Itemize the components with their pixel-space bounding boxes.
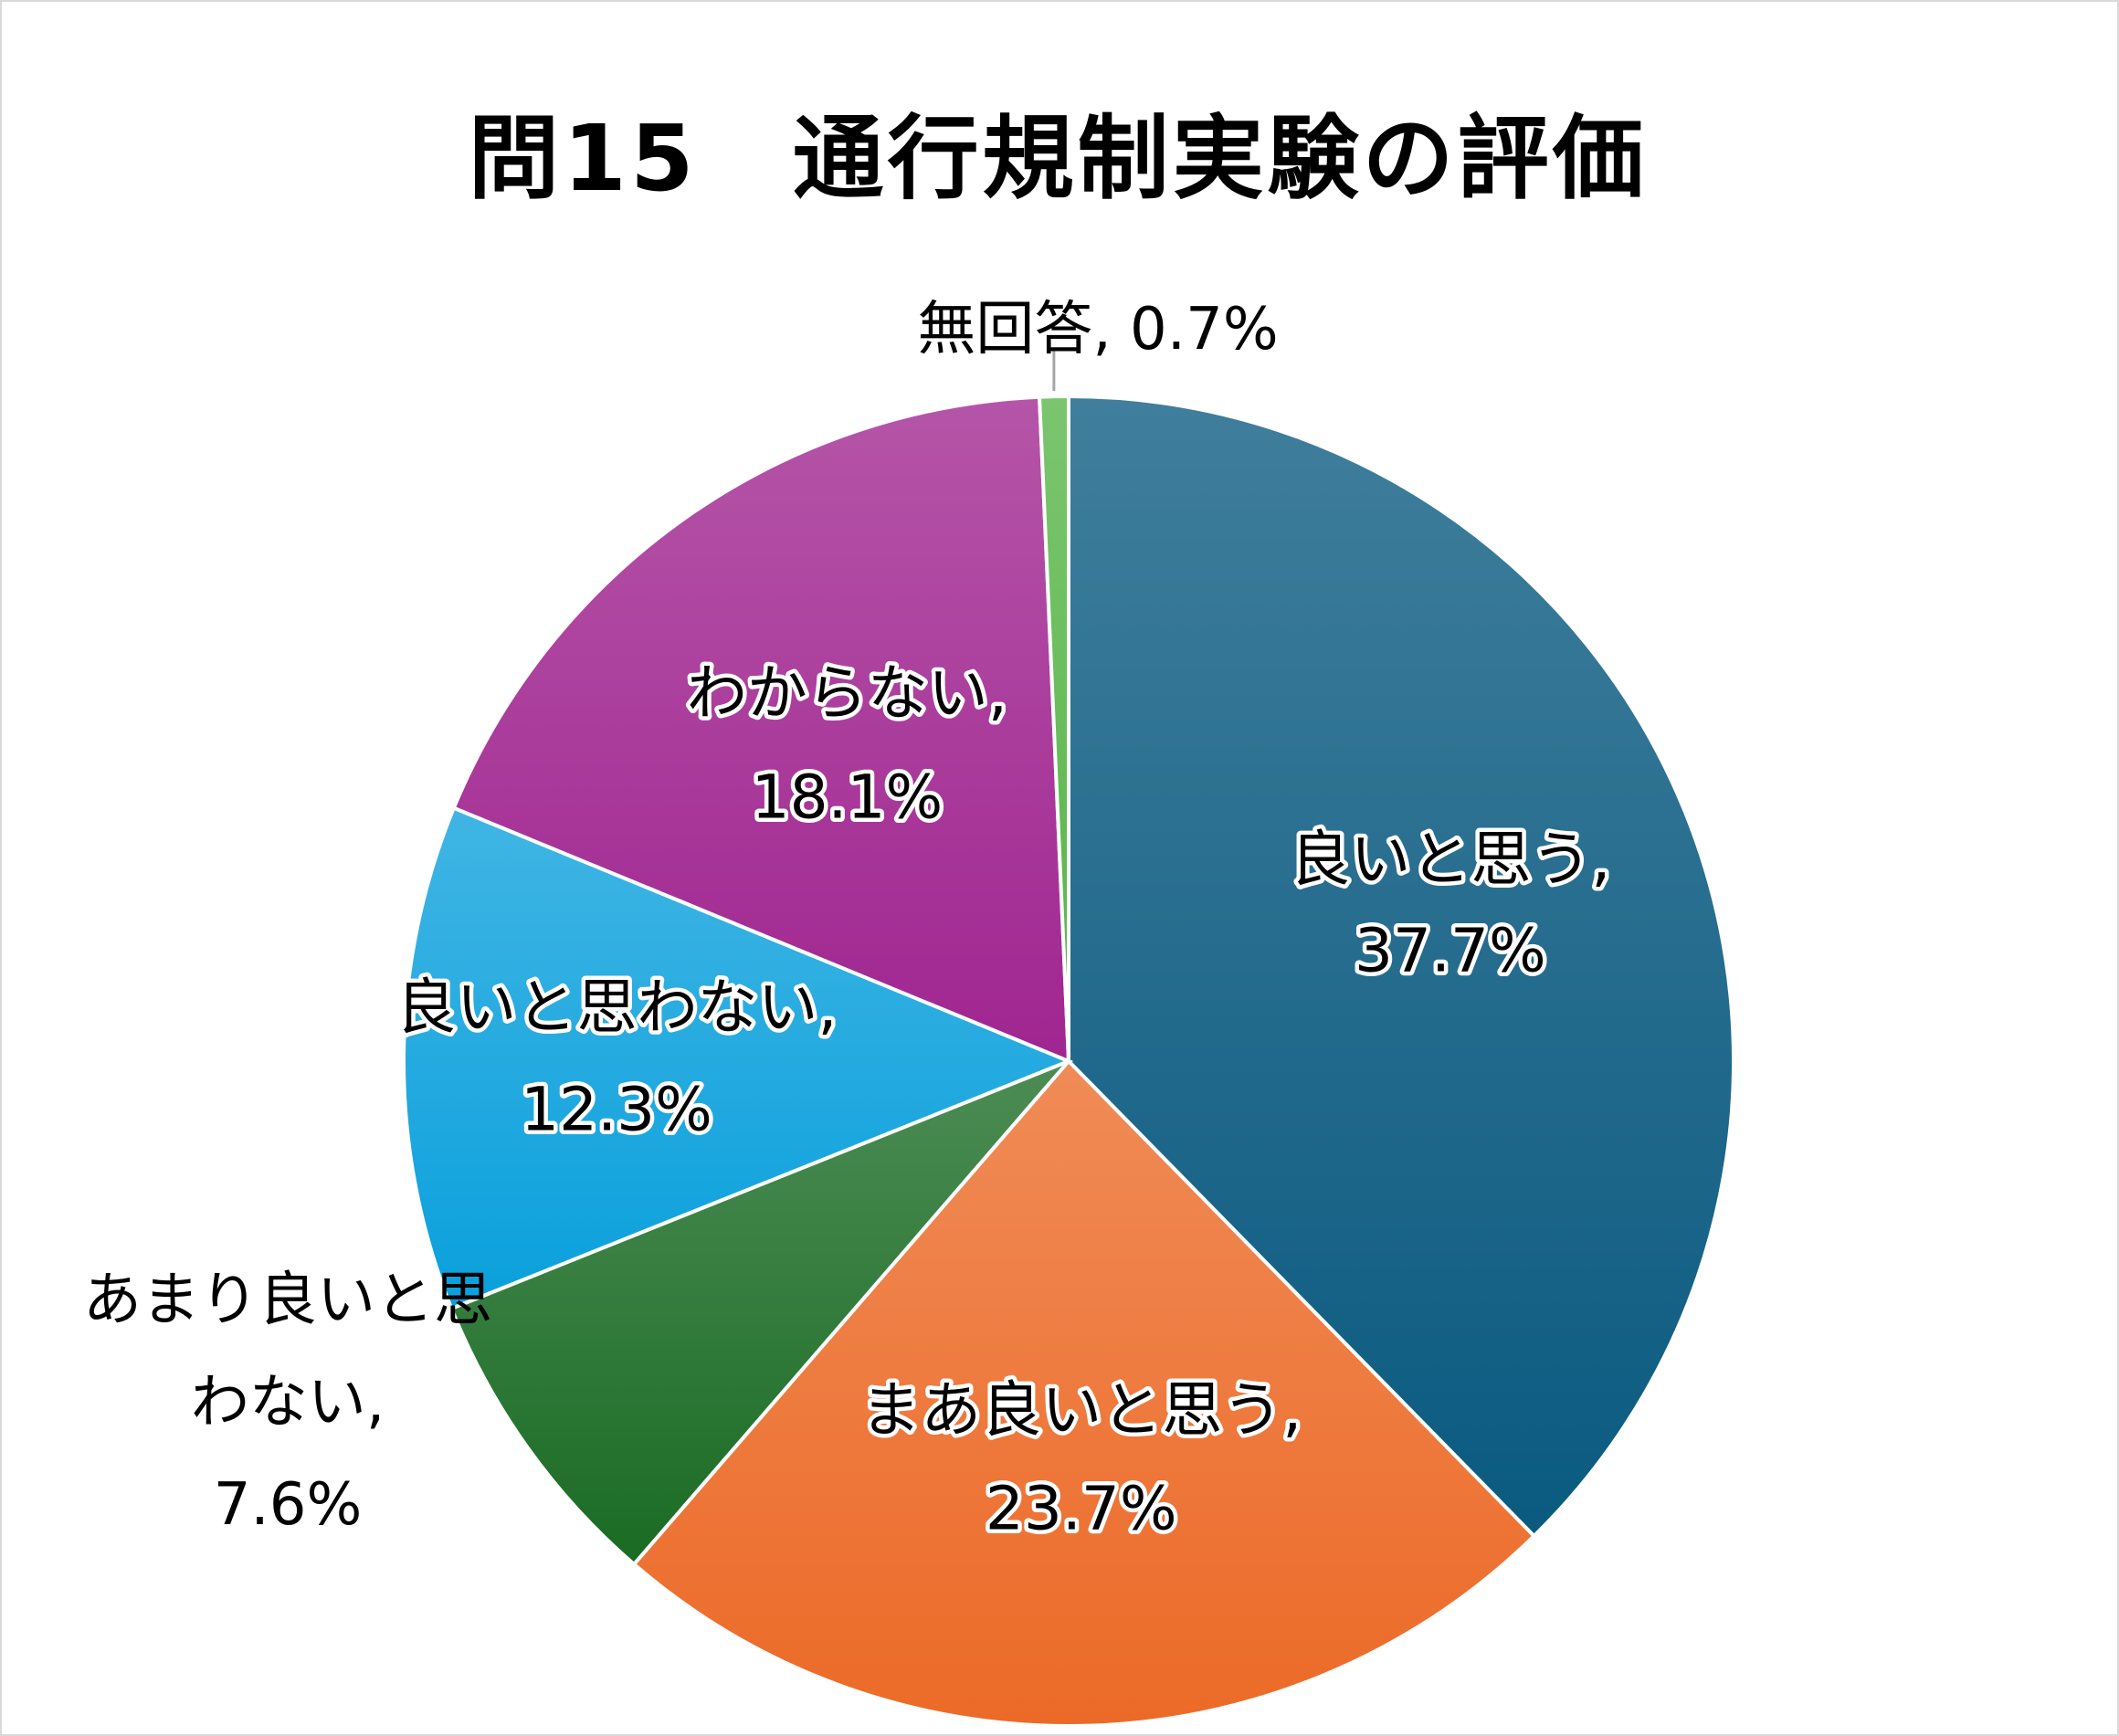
labels-layer: 良いと思う, 37.7% まあ良いと思う, 23.7% あまり良いと思わない, 7.6% 良… [83,296,1615,1548]
data-label: あまり良いと思わない, 7.6% [83,1267,492,1539]
pie-slice [1067,394,1736,1539]
data-label: 無回答, 0.7% [917,296,1278,363]
pie-slice [631,1058,1537,1728]
pie-slice [1037,394,1070,1062]
chart-title: 問15 通行規制実験の評価 [468,105,1648,212]
pie-slice [451,395,1071,1065]
data-label: わからない, 18.1% [687,658,1007,832]
pie-slice [402,805,1074,1311]
data-label: 良いと思わない, 12.3% [395,973,837,1145]
pie-slice [448,1059,1070,1567]
data-label: 良いと思う, 37.7% [1290,824,1610,985]
data-label: まあ良いと思う, 23.7% [860,1375,1302,1544]
slices-layer [402,394,1736,1728]
